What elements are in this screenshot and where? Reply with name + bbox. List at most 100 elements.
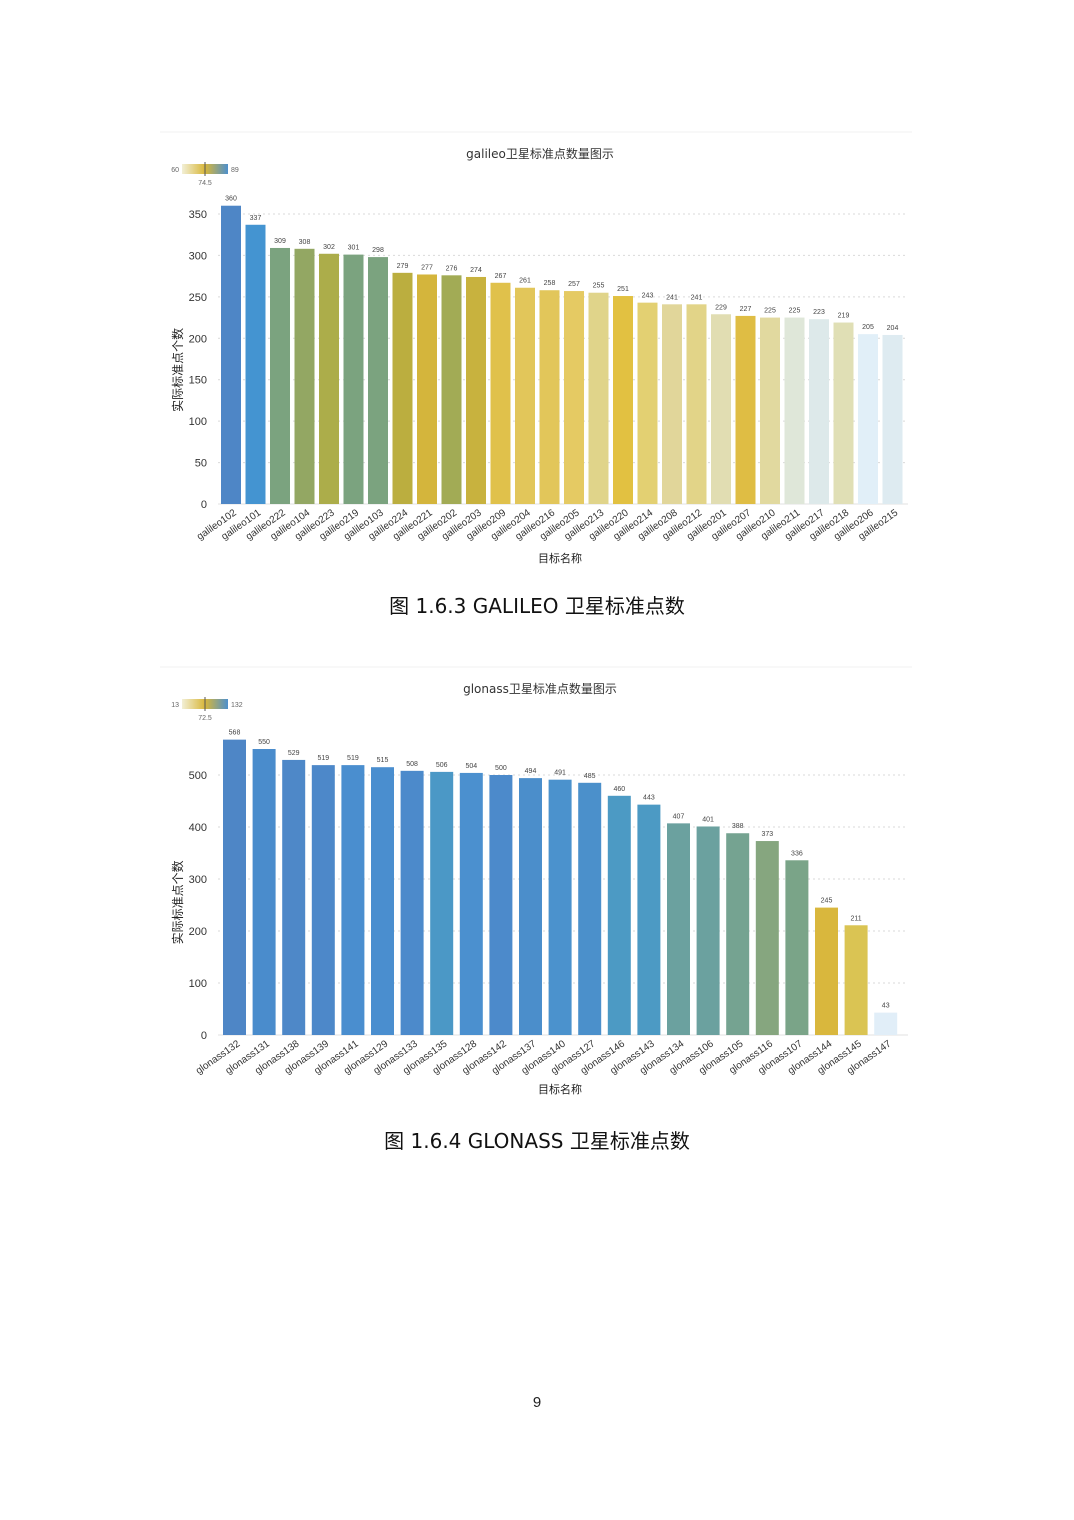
glonass-bar-glonass128 [459,772,483,1035]
galileo-data-label-galileo212: 241 [691,294,703,301]
glonass-data-label-glonass138: 529 [288,750,300,757]
galileo-bar-galileo206 [858,334,878,504]
glonass-data-label-glonass147: 43 [882,1003,890,1010]
glonass-data-label-glonass139: 519 [317,755,329,762]
glonass-bar-glonass134 [667,823,690,1035]
glonass-bar-glonass135 [430,771,454,1035]
galileo-bar-galileo104 [294,248,315,504]
glonass-bar-glonass105 [726,833,750,1035]
galileo-legend-max: 89 [231,167,239,174]
galileo-bar-galileo217 [809,319,829,504]
galileo-bar-galileo204 [515,287,535,504]
glonass-bar-glonass147 [874,1012,898,1035]
galileo-bar-galileo210 [760,317,780,504]
galileo-chart-title: galileo卫星标准点数量图示 [466,146,614,161]
glonass-bar-glonass116 [755,841,779,1035]
glonass-legend-min: 13 [171,702,179,709]
galileo-data-label-galileo210: 225 [764,308,776,315]
galileo-bar-galileo101 [245,224,266,504]
galileo-data-label-galileo203: 274 [470,267,482,274]
glonass-legend-mid: 72.5 [198,715,212,722]
galileo-y-axis-label: 实际标准点个数 [170,328,185,412]
galileo-legend-min: 60 [171,167,179,174]
glonass-data-label-glonass141: 519 [347,755,359,762]
galileo-data-label-galileo209: 267 [495,273,507,280]
glonass-data-label-glonass128: 504 [465,763,477,770]
glonass-x-axis-label: 目标名称 [538,1082,582,1096]
galileo-data-label-galileo220: 251 [617,286,629,293]
glonass-y-tick-label: 300 [189,874,207,886]
galileo-data-label-galileo206: 205 [862,324,874,331]
galileo-data-label-galileo208: 241 [666,294,678,301]
galileo-data-label-galileo224: 279 [397,263,409,270]
galileo-bar-galileo222 [270,247,290,504]
glonass-data-label-glonass129: 515 [377,757,389,764]
galileo-y-tick-label: 150 [189,375,207,387]
galileo-y-tick-label: 0 [201,499,207,511]
galileo-data-label-galileo218: 219 [838,313,850,320]
glonass-bar-glonass137 [519,778,542,1035]
glonass-bar-glonass132 [223,739,246,1035]
glonass-data-label-glonass133: 508 [406,761,418,768]
glonass-data-label-glonass106: 401 [702,816,714,823]
galileo-bar-galileo214 [637,302,658,504]
figure-caption-glonass: 图 1.6.4 GLONASS 卫星标准点数 [384,1129,690,1153]
galileo-x-axis-label: 目标名称 [538,551,582,565]
glonass-data-label-glonass134: 407 [673,813,685,820]
glonass-legend-max: 132 [231,702,243,709]
glonass-bar-glonass145 [844,925,868,1035]
galileo-legend-mid: 74.5 [198,180,212,187]
glonass-bar-glonass146 [607,795,631,1035]
galileo-bar-galileo212 [686,304,707,504]
galileo-bar-galileo213 [588,292,609,504]
glonass-bar-glonass141 [341,765,365,1035]
galileo-data-label-galileo102: 360 [225,196,237,203]
galileo-bar-galileo207 [735,315,756,504]
galileo-data-label-galileo216: 258 [544,280,556,287]
glonass-y-tick-label: 100 [189,978,207,990]
galileo-bar-galileo205 [564,291,584,504]
galileo-data-label-galileo213: 255 [593,283,605,290]
page-number: 9 [532,1394,542,1411]
galileo-bar-galileo221 [417,274,437,504]
galileo-data-label-galileo222: 309 [274,238,286,245]
galileo-y-tick-label: 100 [189,416,207,428]
galileo-bar-galileo223 [319,253,339,504]
glonass-data-label-glonass142: 500 [495,765,507,772]
galileo-bar-galileo211 [784,317,805,504]
galileo-data-label-galileo207: 227 [740,306,752,313]
glonass-bar-glonass144 [815,907,838,1035]
galileo-bar-galileo215 [882,334,903,504]
glonass-data-label-glonass144: 245 [821,898,833,905]
galileo-bar-galileo208 [662,304,682,504]
galileo-bar-galileo102 [221,205,241,504]
glonass-data-label-glonass131: 550 [258,739,270,746]
galileo-data-label-galileo202: 276 [446,265,458,272]
glonass-chart-svg: glonass卫星标准点数量图示 13 132 72.5 0 100 200 300 400 50… [160,666,912,1096]
glonass-data-label-glonass116: 373 [761,831,773,838]
galileo-data-label-galileo211: 225 [789,308,801,315]
galileo-bar-galileo202 [441,275,462,504]
glonass-bar-glonass143 [637,804,661,1035]
glonass-y-tick-label: 0 [201,1030,207,1042]
glonass-bar-glonass107 [785,860,809,1035]
galileo-y-tick-label: 250 [189,292,207,304]
glonass-data-label-glonass105: 388 [732,823,744,830]
glonass-bar-glonass140 [548,779,572,1035]
glonass-chart: glonass卫星标准点数量图示 13 132 72.5 0 100 200 300 400 50… [160,666,912,1106]
glonass-data-label-glonass127: 485 [584,773,596,780]
galileo-data-label-galileo103: 298 [372,247,384,254]
glonass-y-tick-label: 500 [189,770,207,782]
galileo-data-label-galileo215: 204 [887,325,899,332]
galileo-data-label-galileo223: 302 [323,244,335,251]
galileo-data-label-galileo217: 223 [813,309,825,316]
galileo-y-tick-label: 200 [189,333,207,345]
glonass-data-label-glonass140: 491 [554,770,566,777]
glonass-bar-glonass142 [489,775,513,1035]
galileo-data-label-galileo221: 277 [421,264,433,271]
galileo-bar-galileo220 [613,296,633,504]
glonass-bar-glonass138 [282,759,306,1035]
glonass-bar-glonass131 [252,749,276,1035]
glonass-bar-glonass127 [578,782,602,1035]
glonass-data-label-glonass137: 494 [525,768,537,775]
